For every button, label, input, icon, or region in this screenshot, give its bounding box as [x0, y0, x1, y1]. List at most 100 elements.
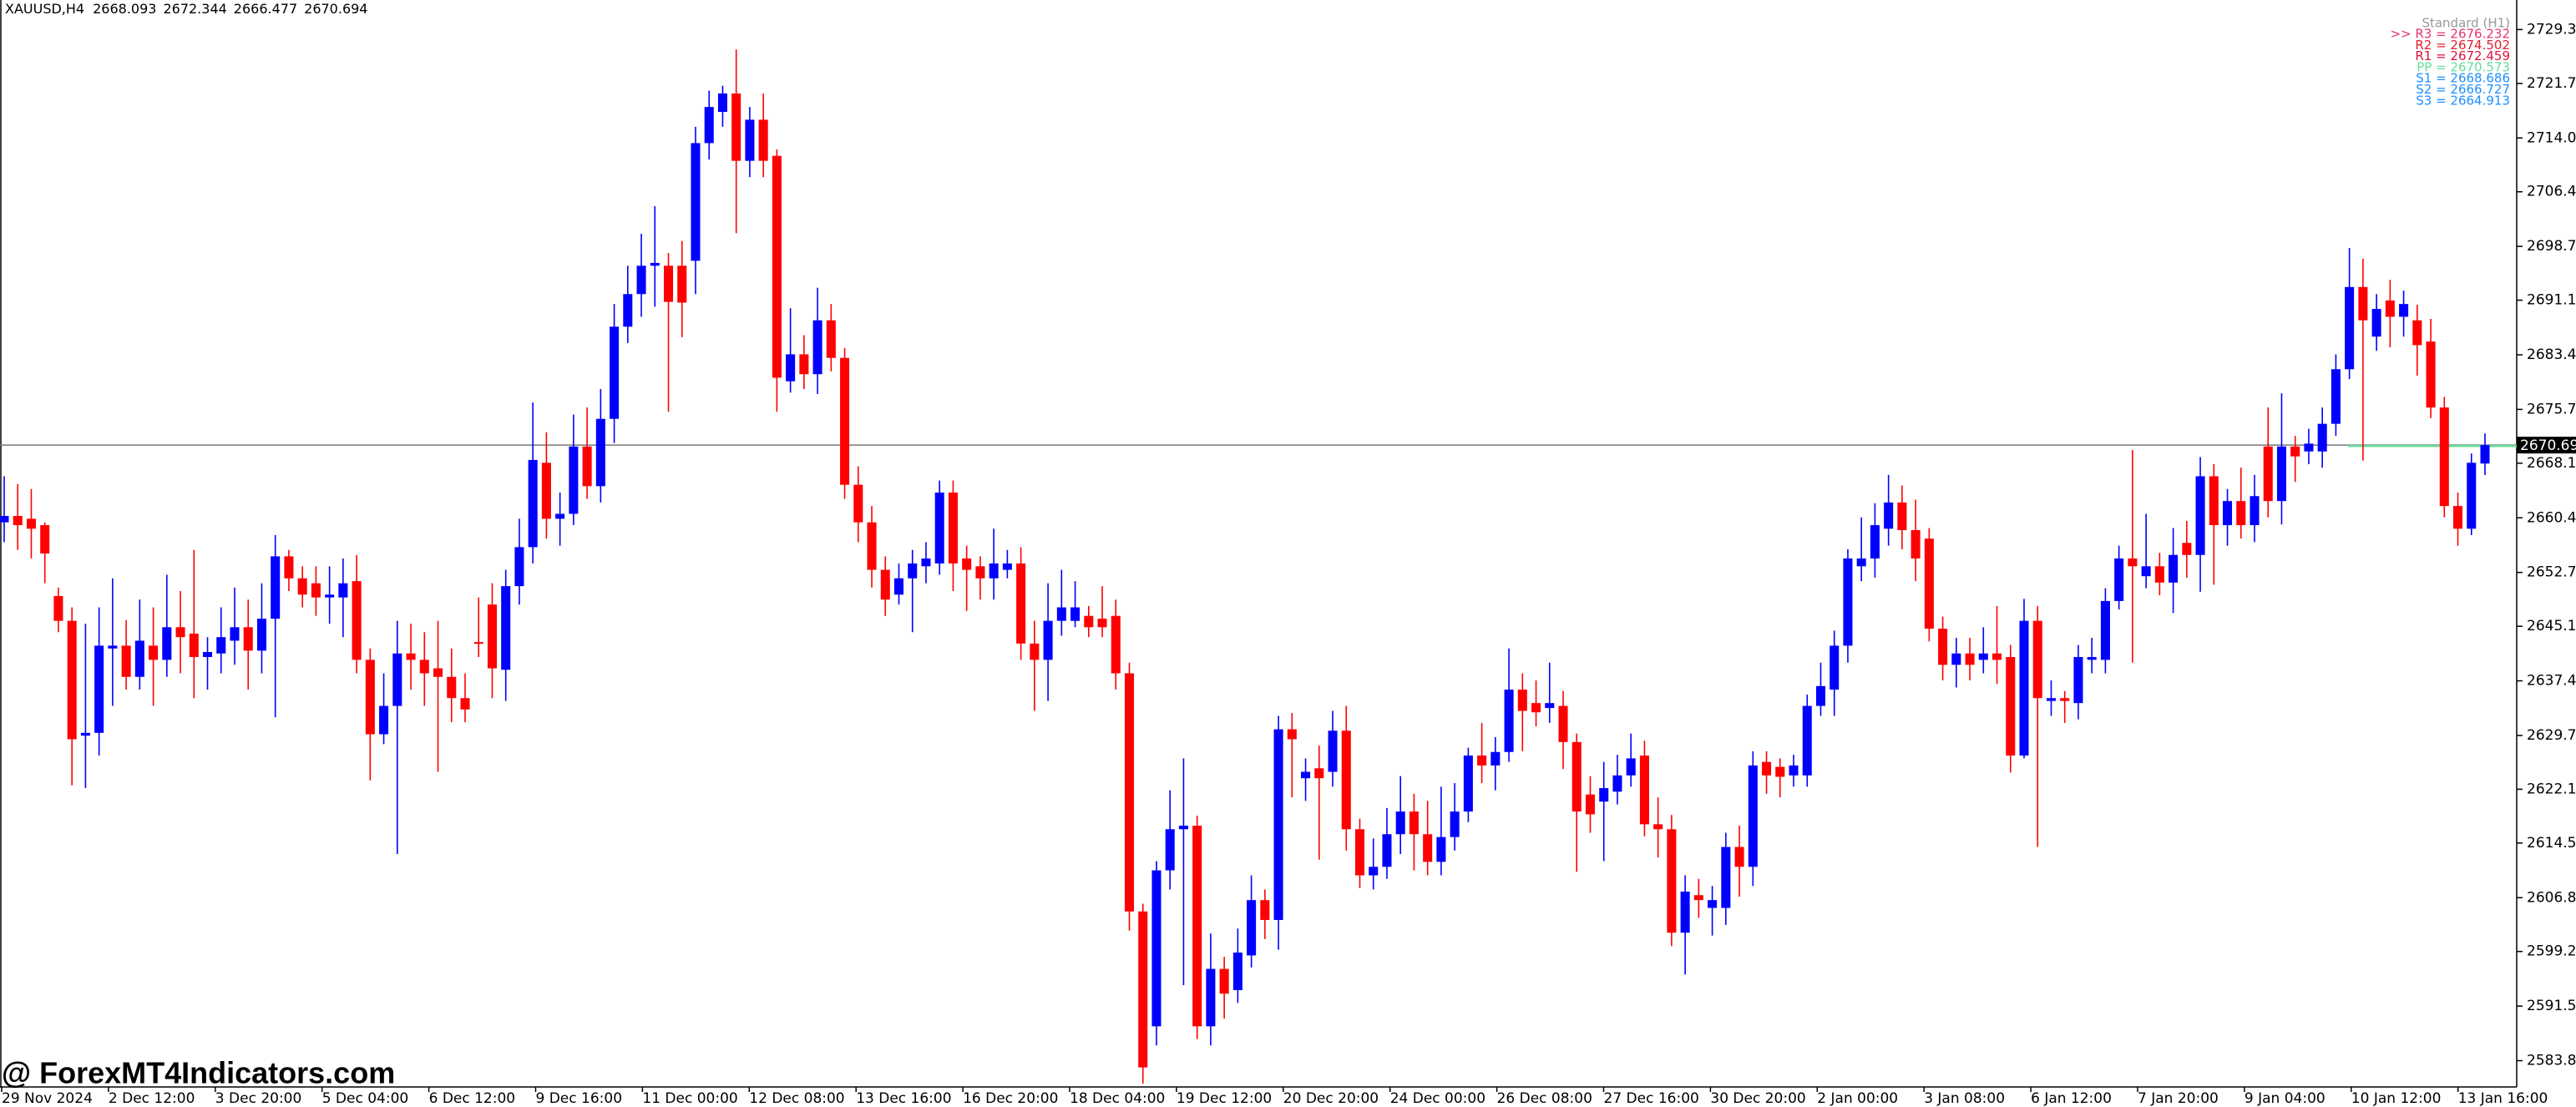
- candle-body: [1585, 794, 1596, 815]
- candle-body: [94, 645, 104, 733]
- candle-body: [758, 119, 768, 161]
- y-tick-label: 2660.435: [2527, 509, 2576, 526]
- candle-body: [1545, 703, 1555, 709]
- candle-body: [1951, 653, 1961, 665]
- candle-body: [1965, 653, 1975, 665]
- pivot-label: >> R3 = 2676.232: [2390, 27, 2510, 42]
- candle-body: [1219, 968, 1229, 994]
- candle-body: [1721, 847, 1731, 908]
- candle-body: [1992, 653, 2002, 660]
- y-tick-label: 2675.730: [2527, 401, 2576, 417]
- candle-body: [840, 357, 850, 485]
- x-tick-label: 9 Dec 16:00: [536, 1090, 623, 1107]
- x-tick-label: 16 Dec 20:00: [963, 1090, 1058, 1107]
- x-tick-label: 13 Jan 16:00: [2458, 1090, 2548, 1107]
- candle-body: [26, 518, 36, 529]
- candle-body: [1260, 900, 1270, 920]
- candle-body: [1423, 834, 1433, 862]
- candle-body: [650, 262, 660, 266]
- candle-body: [1111, 615, 1121, 674]
- header: XAUUSD,H4 2668.093 2672.344 2666.477 2670.69…: [5, 1, 367, 17]
- candle-body: [271, 556, 281, 619]
- candle-body: [2073, 656, 2083, 704]
- candle-body: [1910, 529, 1921, 559]
- candle-body: [1151, 870, 1161, 1027]
- candle-body: [1165, 829, 1175, 871]
- candle-body: [1802, 705, 1812, 776]
- candle-body: [2263, 446, 2273, 502]
- candle-body: [1395, 811, 1405, 835]
- candle-body: [13, 516, 23, 526]
- candle-body: [1775, 766, 1785, 777]
- candle-body: [1734, 847, 1744, 867]
- candle-body: [1436, 837, 1446, 862]
- candle-body: [867, 522, 877, 570]
- y-tick-label: 2629.730: [2527, 727, 2576, 744]
- candle-body: [1884, 502, 1894, 529]
- candle-body: [934, 492, 944, 564]
- candle-body: [1870, 525, 1880, 559]
- x-tick-label: 13 Dec 16:00: [856, 1090, 951, 1107]
- candle-body: [1830, 645, 1840, 690]
- candle-body: [2128, 558, 2138, 567]
- header-open: 2668.093: [93, 1, 156, 17]
- candle-body: [1924, 538, 1934, 629]
- watermark: @ ForexMT4Indicators.com: [2, 1056, 395, 1090]
- candle-body: [1097, 619, 1107, 628]
- x-tick-label: 6 Jan 12:00: [2031, 1090, 2112, 1107]
- y-tick-label: 2714.025: [2527, 129, 2576, 146]
- candle-body: [1897, 502, 1907, 530]
- candle-body: [786, 354, 796, 382]
- candle-body: [1978, 653, 1988, 660]
- plot-area: [0, 49, 2517, 1084]
- candle-body: [108, 645, 118, 649]
- candle-body: [975, 566, 985, 579]
- candle-body: [1314, 768, 1324, 779]
- candle-body: [473, 642, 483, 644]
- candle-body: [610, 326, 620, 419]
- candle-body: [149, 645, 159, 660]
- candle-body: [1084, 615, 1094, 628]
- candle-body: [1016, 563, 1026, 644]
- candle-body: [2317, 423, 2327, 452]
- candle-body: [1043, 620, 1053, 660]
- candle-body: [569, 446, 579, 514]
- candle-body: [2453, 506, 2463, 529]
- candle-body: [406, 653, 416, 660]
- candle-body: [772, 155, 782, 378]
- y-tick-label: 2706.435: [2527, 184, 2576, 200]
- candle-body: [880, 569, 890, 600]
- y-tick-label: 2652.730: [2527, 564, 2576, 581]
- candle-body: [1328, 730, 1338, 772]
- candle-body: [67, 620, 77, 740]
- candle-body: [1517, 690, 1527, 711]
- candle-body: [487, 604, 497, 669]
- current-price-label: 2670.694: [2520, 437, 2576, 454]
- candle-body: [2019, 620, 2029, 756]
- candle-body: [325, 594, 335, 598]
- x-tick-label: 2 Jan 00:00: [1817, 1090, 1898, 1107]
- candle-body: [1856, 558, 1866, 567]
- candle-body: [2154, 566, 2164, 583]
- candle-body: [230, 627, 240, 641]
- candle-body: [2046, 698, 2057, 701]
- x-tick-label: 20 Dec 20:00: [1283, 1090, 1379, 1107]
- candle-body: [1843, 558, 1853, 646]
- header-high: 2672.344: [163, 1, 226, 17]
- candle-body: [392, 653, 402, 706]
- candle-body: [555, 513, 565, 519]
- candle-body: [352, 581, 362, 660]
- y-tick-label: 2591.550: [2527, 998, 2576, 1014]
- y-tick-label: 2599.255: [2527, 943, 2576, 960]
- candle-body: [2182, 543, 2192, 555]
- candle-body: [1247, 900, 1257, 956]
- x-tick-label: 19 Dec 12:00: [1177, 1090, 1272, 1107]
- candle-body: [1056, 607, 1066, 621]
- candle-body: [2399, 304, 2409, 317]
- candle-body: [134, 640, 144, 677]
- candle-body: [826, 320, 836, 358]
- x-tick-label: 5 Dec 04:00: [322, 1090, 409, 1107]
- candle-body: [1178, 826, 1188, 830]
- candle-body: [460, 698, 470, 710]
- y-tick-label: 2614.550: [2527, 835, 2576, 852]
